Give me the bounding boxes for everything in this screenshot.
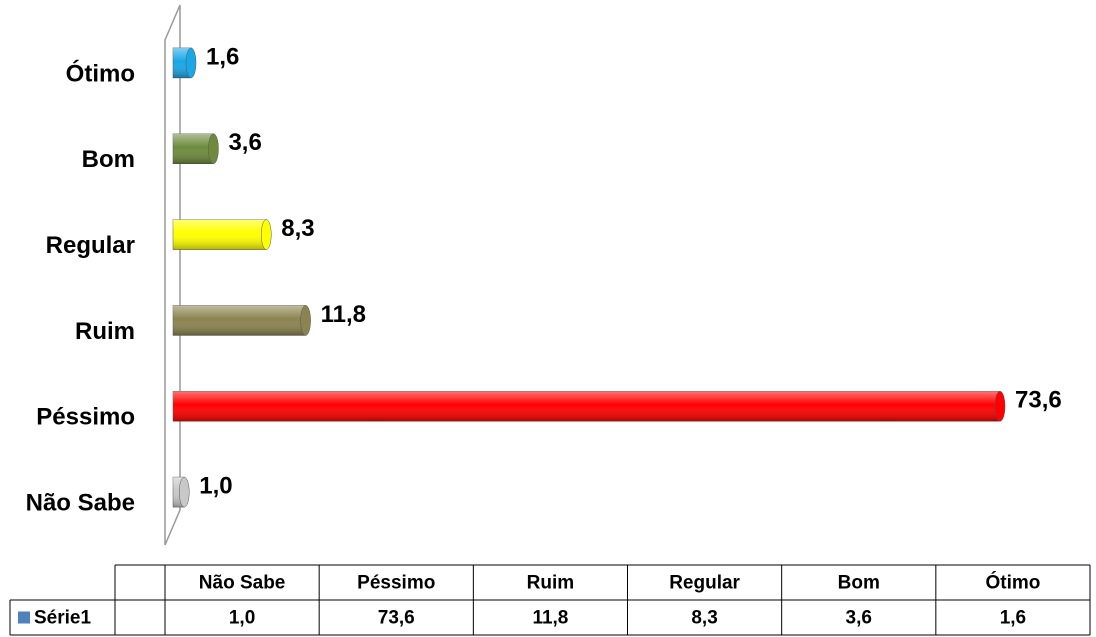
table-cell: 3,6 xyxy=(846,608,872,629)
value-label: 1,6 xyxy=(206,43,239,70)
table-cell: 1,6 xyxy=(1000,608,1026,629)
value-label: 1,0 xyxy=(199,472,232,499)
bar-cap xyxy=(994,391,1006,422)
table-header: Ótimo xyxy=(985,572,1040,594)
table-header: Regular xyxy=(669,573,740,594)
table-cell: 73,6 xyxy=(378,608,415,629)
table-cell: 11,8 xyxy=(532,608,568,629)
chart-wall xyxy=(164,4,181,546)
bar-cap xyxy=(185,47,197,79)
value-label: 3,6 xyxy=(228,129,261,156)
category-label: Não Sabe xyxy=(26,489,135,516)
legend-swatch xyxy=(18,611,30,624)
bar-cap xyxy=(261,219,272,250)
category-label: Péssimo xyxy=(36,404,135,431)
table-header: Péssimo xyxy=(357,573,435,594)
bar-shade xyxy=(173,133,214,164)
category-label: Ruim xyxy=(75,318,135,345)
category-label: Ótimo xyxy=(66,59,135,87)
table-cell: 1,0 xyxy=(229,608,255,629)
bar-cap xyxy=(178,476,190,508)
table-header: Ruim xyxy=(527,573,575,594)
bar-shade xyxy=(173,219,267,250)
legend-label: Série1 xyxy=(34,608,91,629)
table-cell: 8,3 xyxy=(691,608,717,629)
bar-shade xyxy=(173,477,185,508)
bar-cap xyxy=(208,133,219,164)
value-label: 73,6 xyxy=(1015,387,1062,414)
value-label: 11,8 xyxy=(321,301,366,328)
category-label: Bom xyxy=(82,146,135,173)
value-label: 8,3 xyxy=(281,215,314,242)
bar-shade xyxy=(173,305,306,336)
table-header: Bom xyxy=(838,573,880,594)
bar-cap xyxy=(300,305,311,336)
bar-shade xyxy=(173,391,1000,422)
category-label: Regular xyxy=(46,232,135,259)
table-header: Não Sabe xyxy=(199,573,286,594)
